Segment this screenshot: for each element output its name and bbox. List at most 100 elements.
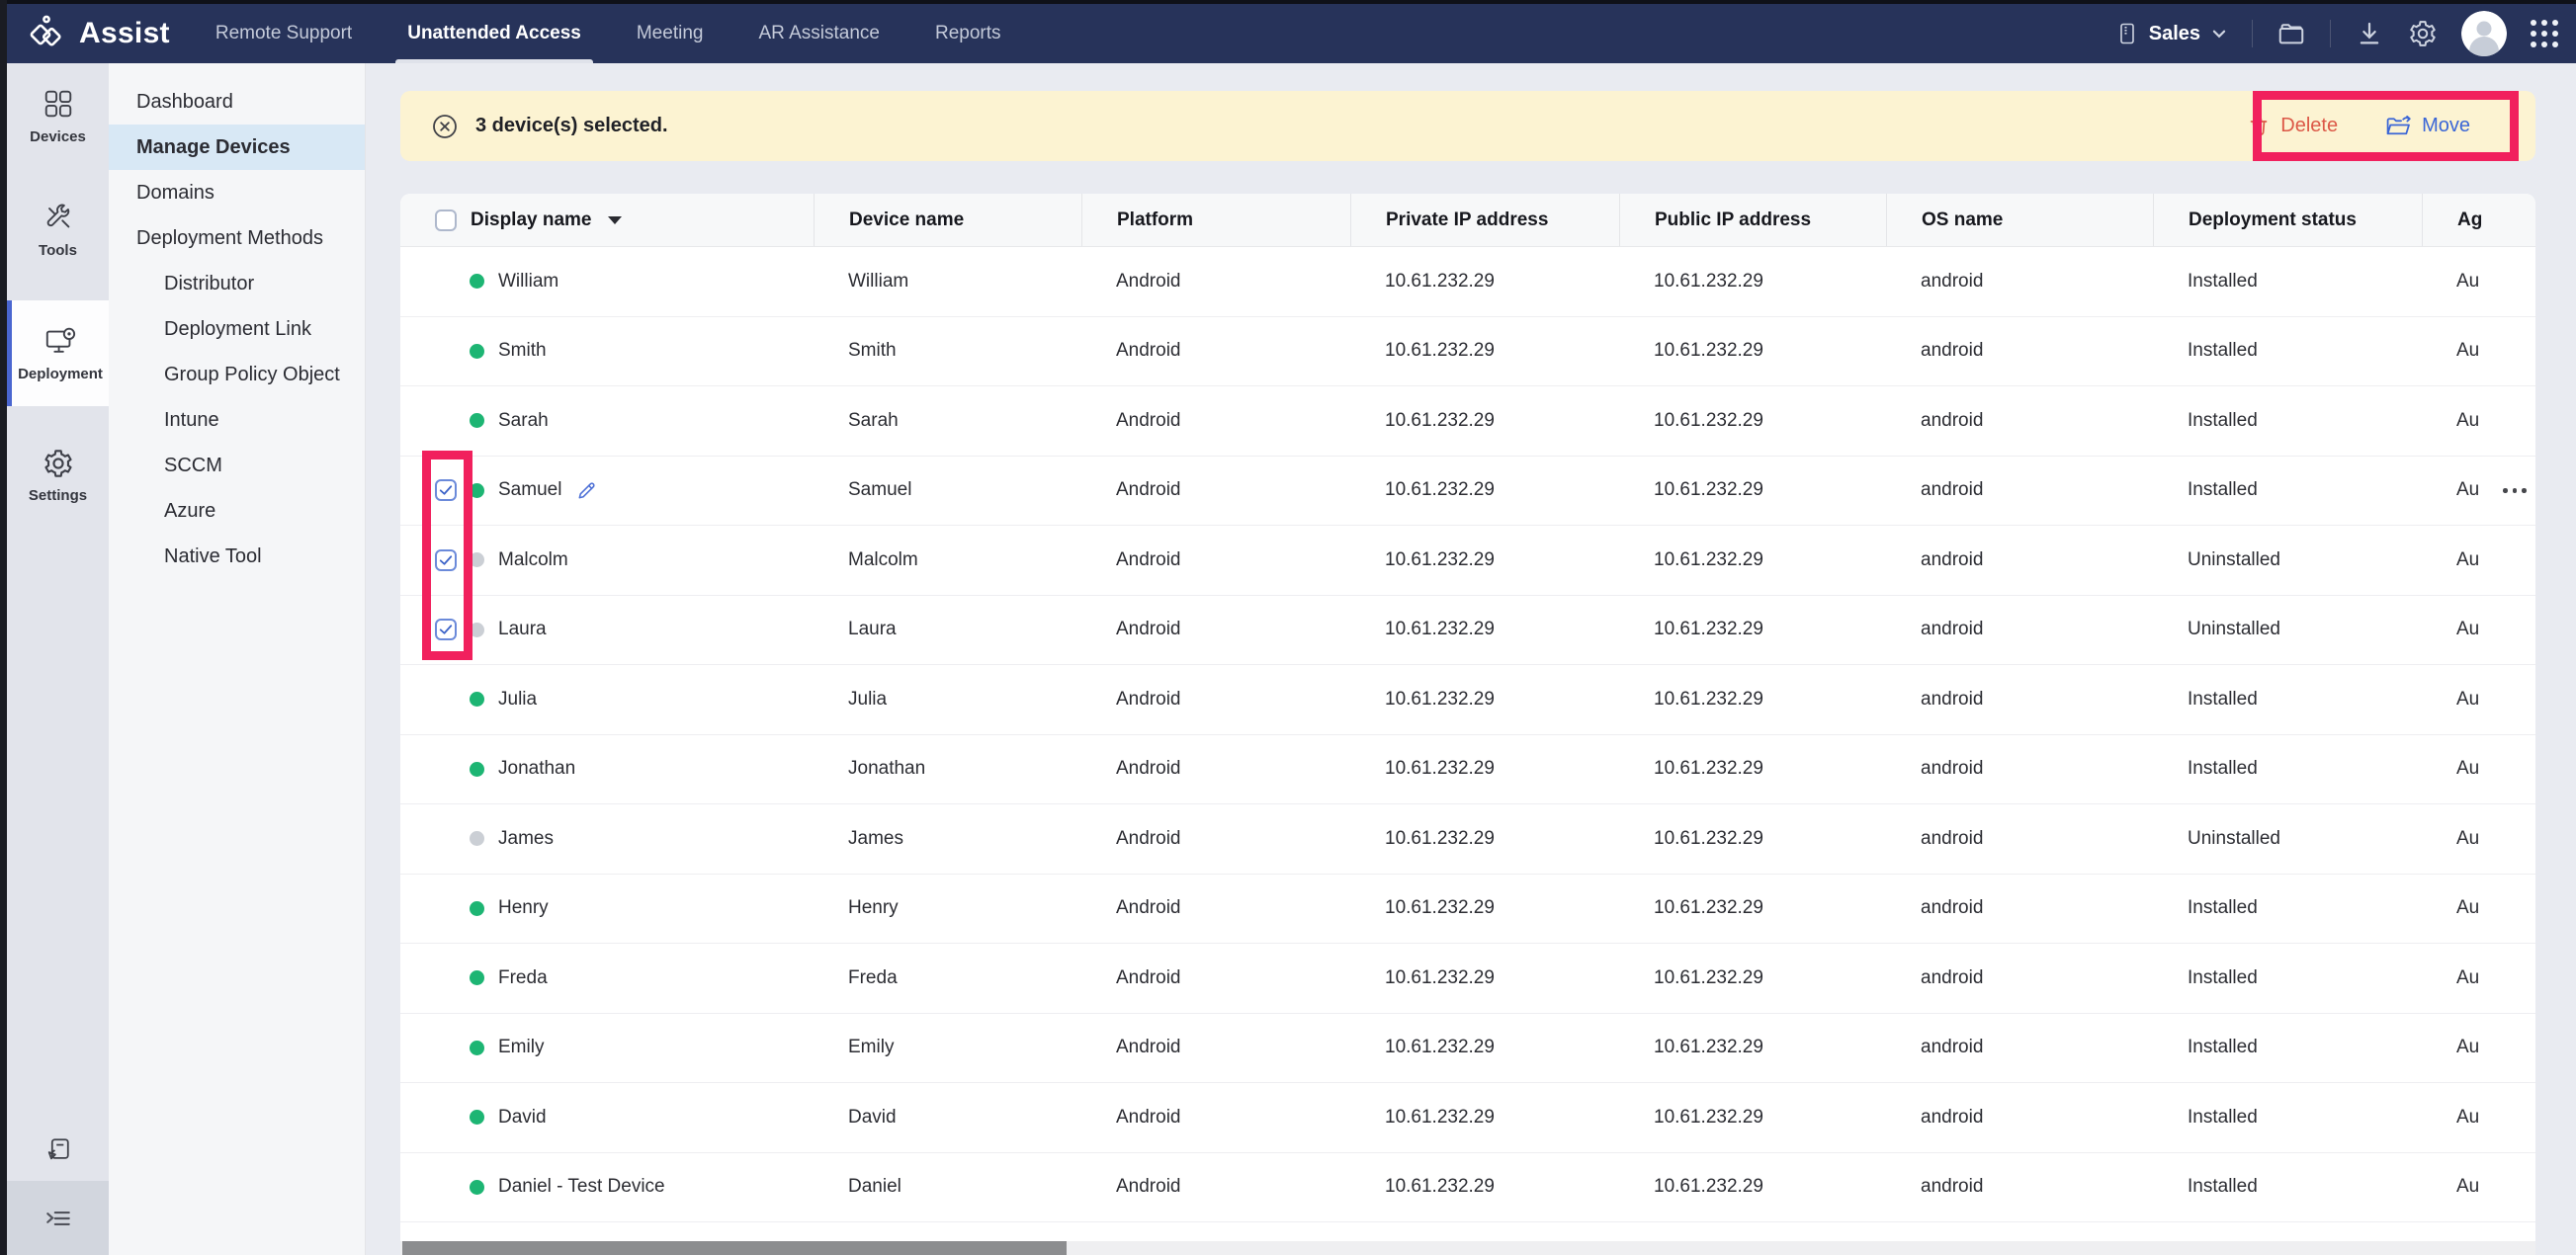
rail-item-tools[interactable]: Tools bbox=[7, 187, 109, 273]
private-ip-cell: 10.61.232.29 bbox=[1350, 828, 1619, 850]
public-ip-cell: 10.61.232.29 bbox=[1619, 758, 1886, 780]
platform-cell: Android bbox=[1081, 479, 1350, 501]
tools-icon bbox=[42, 201, 75, 234]
public-ip-cell: 10.61.232.29 bbox=[1619, 619, 1886, 640]
private-ip-cell: 10.61.232.29 bbox=[1350, 689, 1619, 711]
sidebar-item-intune[interactable]: Intune bbox=[109, 397, 365, 443]
public-ip-cell: 10.61.232.29 bbox=[1619, 967, 1886, 989]
download-icon[interactable] bbox=[2355, 19, 2384, 48]
gear-icon[interactable] bbox=[2408, 19, 2438, 48]
table-row[interactable]: MalcolmMalcolmAndroid10.61.232.2910.61.2… bbox=[400, 526, 2535, 596]
deployment-status-cell: Installed bbox=[2153, 967, 2422, 989]
tab-unattended-access[interactable]: Unattended Access bbox=[405, 4, 583, 63]
table-row[interactable]: JuliaJuliaAndroid10.61.232.2910.61.232.2… bbox=[400, 665, 2535, 735]
public-ip-cell: 10.61.232.29 bbox=[1619, 1037, 1886, 1058]
feedback-note-icon[interactable] bbox=[43, 1133, 74, 1165]
table-row[interactable]: FredaFredaAndroid10.61.232.2910.61.232.2… bbox=[400, 944, 2535, 1014]
delete-button[interactable]: Delete bbox=[2247, 115, 2338, 138]
column-header-public-ip-address[interactable]: Public IP address bbox=[1619, 194, 1886, 246]
rail-collapse-bar[interactable] bbox=[7, 1181, 109, 1255]
platform-cell: Android bbox=[1081, 410, 1350, 432]
display-name-cell: Laura bbox=[400, 619, 814, 640]
device-status-dot bbox=[470, 970, 484, 985]
display-name-cell: Sarah bbox=[400, 410, 814, 432]
sort-desc-icon[interactable] bbox=[608, 216, 622, 224]
sidebar-item-manage-devices[interactable]: Manage Devices bbox=[109, 125, 365, 170]
sidebar-item-domains[interactable]: Domains bbox=[109, 170, 365, 215]
display-name-cell: Julia bbox=[400, 689, 814, 711]
column-header-display-name[interactable]: Display name bbox=[400, 194, 814, 246]
folder-icon[interactable] bbox=[2276, 19, 2306, 48]
sidebar-item-native-tool[interactable]: Native Tool bbox=[109, 534, 365, 579]
table-row[interactable]: Daniel - Test DeviceDanielAndroid10.61.2… bbox=[400, 1153, 2535, 1223]
sidebar-item-deployment-methods[interactable]: Deployment Methods bbox=[109, 215, 365, 261]
column-header-private-ip-address[interactable]: Private IP address bbox=[1350, 194, 1619, 246]
rail-item-deployment[interactable]: Deployment bbox=[7, 300, 109, 406]
avatar[interactable] bbox=[2461, 11, 2507, 56]
table-row[interactable]: SamuelSamuelAndroid10.61.232.2910.61.232… bbox=[400, 457, 2535, 527]
rail-item-devices[interactable]: Devices bbox=[7, 73, 109, 159]
horizontal-scrollbar[interactable] bbox=[400, 1241, 2535, 1255]
sidebar-item-group-policy-object[interactable]: Group Policy Object bbox=[109, 352, 365, 397]
device-status-dot bbox=[470, 762, 484, 777]
deployment-status-cell: Installed bbox=[2153, 1176, 2422, 1198]
table-row[interactable]: LauraLauraAndroid10.61.232.2910.61.232.2… bbox=[400, 596, 2535, 666]
column-header-label: Display name bbox=[471, 209, 592, 231]
select-all-checkbox[interactable] bbox=[435, 209, 457, 231]
sidebar-item-deployment-link[interactable]: Deployment Link bbox=[109, 306, 365, 352]
tab-meeting[interactable]: Meeting bbox=[635, 4, 706, 63]
deployment-status-cell: Installed bbox=[2153, 340, 2422, 362]
private-ip-cell: 10.61.232.29 bbox=[1350, 410, 1619, 432]
column-header-platform[interactable]: Platform bbox=[1081, 194, 1350, 246]
agent-cell: Au bbox=[2422, 897, 2535, 919]
select-row-checkbox[interactable] bbox=[435, 479, 457, 501]
table-row[interactable]: JonathanJonathanAndroid10.61.232.2910.61… bbox=[400, 735, 2535, 805]
column-header-ag[interactable]: Ag bbox=[2422, 194, 2535, 246]
device-name-cell: Henry bbox=[814, 897, 1081, 919]
select-row-checkbox[interactable] bbox=[435, 619, 457, 640]
sidebar-item-distributor[interactable]: Distributor bbox=[109, 261, 365, 306]
tab-ar-assistance[interactable]: AR Assistance bbox=[756, 4, 882, 63]
display-name-cell: Daniel - Test Device bbox=[400, 1176, 814, 1198]
select-row-checkbox[interactable] bbox=[435, 549, 457, 571]
column-header-device-name[interactable]: Device name bbox=[814, 194, 1081, 246]
os-name-cell: android bbox=[1886, 340, 2153, 362]
table-row[interactable]: HenryHenryAndroid10.61.232.2910.61.232.2… bbox=[400, 875, 2535, 945]
primary-tabs: Remote Support Unattended Access Meeting AR… bbox=[214, 4, 1055, 63]
sidebar-item-azure[interactable]: Azure bbox=[109, 488, 365, 534]
platform-cell: Android bbox=[1081, 967, 1350, 989]
scrollbar-thumb[interactable] bbox=[402, 1241, 1067, 1255]
rail-item-settings[interactable]: Settings bbox=[7, 434, 109, 518]
assist-logo-icon bbox=[26, 12, 69, 55]
close-icon[interactable] bbox=[430, 112, 460, 141]
table-row[interactable]: SarahSarahAndroid10.61.232.2910.61.232.2… bbox=[400, 386, 2535, 457]
column-header-deployment-status[interactable]: Deployment status bbox=[2153, 194, 2422, 246]
row-menu-icon[interactable] bbox=[2503, 488, 2527, 493]
table-row[interactable]: WilliamWilliamAndroid10.61.232.2910.61.2… bbox=[400, 247, 2535, 317]
tab-remote-support[interactable]: Remote Support bbox=[214, 4, 354, 63]
display-name-cell: David bbox=[400, 1107, 814, 1129]
display-name-text: Jonathan bbox=[498, 758, 575, 780]
display-name-text: Julia bbox=[498, 689, 537, 711]
move-button[interactable]: Move bbox=[2385, 114, 2470, 138]
agent-cell: Au bbox=[2422, 271, 2535, 293]
main-content: 3 device(s) selected. Delete bbox=[366, 63, 2576, 1255]
apps-grid-icon[interactable] bbox=[2531, 20, 2558, 47]
platform-cell: Android bbox=[1081, 1107, 1350, 1129]
table-row[interactable]: JamesJamesAndroid10.61.232.2910.61.232.2… bbox=[400, 804, 2535, 875]
device-name-cell: Emily bbox=[814, 1037, 1081, 1058]
column-header-os-name[interactable]: OS name bbox=[1886, 194, 2153, 246]
edit-name-icon[interactable] bbox=[575, 479, 598, 502]
os-name-cell: android bbox=[1886, 619, 2153, 640]
table-row[interactable]: EmilyEmilyAndroid10.61.232.2910.61.232.2… bbox=[400, 1014, 2535, 1084]
sidebar-item-dashboard[interactable]: Dashboard bbox=[109, 79, 365, 125]
delete-label: Delete bbox=[2280, 115, 2338, 137]
table-row[interactable]: SmithSmithAndroid10.61.232.2910.61.232.2… bbox=[400, 317, 2535, 387]
public-ip-cell: 10.61.232.29 bbox=[1619, 897, 1886, 919]
device-name-cell: Sarah bbox=[814, 410, 1081, 432]
portal-selector[interactable]: Sales bbox=[2115, 20, 2228, 47]
agent-cell: Au bbox=[2422, 689, 2535, 711]
tab-reports[interactable]: Reports bbox=[933, 4, 1003, 63]
sidebar-item-sccm[interactable]: SCCM bbox=[109, 443, 365, 488]
table-row[interactable]: DavidDavidAndroid10.61.232.2910.61.232.2… bbox=[400, 1083, 2535, 1153]
